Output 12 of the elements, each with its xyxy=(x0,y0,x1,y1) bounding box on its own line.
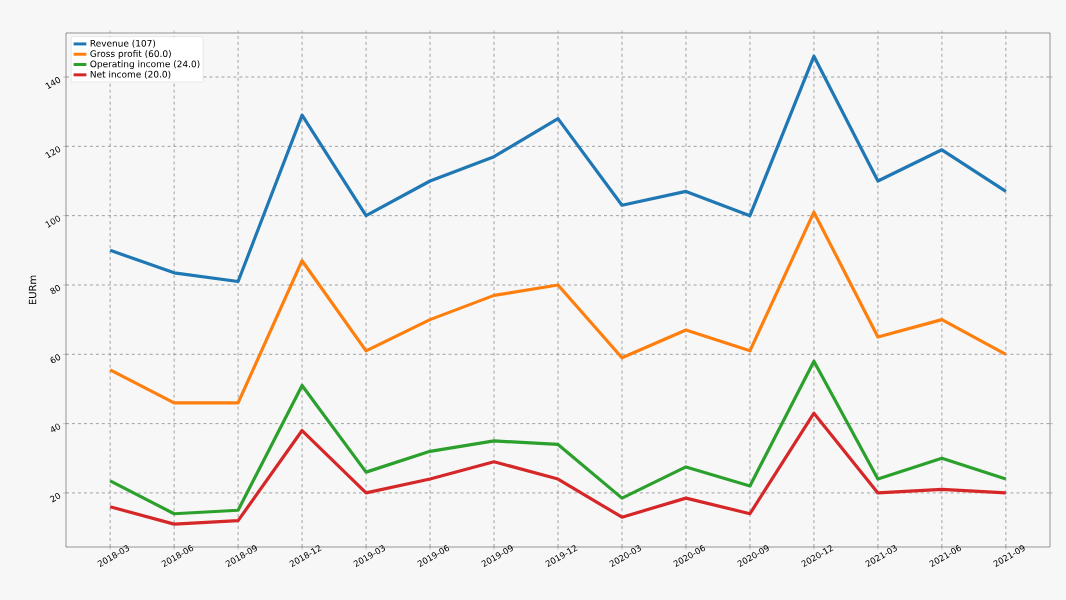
y-tick-label: 80 xyxy=(50,285,61,294)
y-tick-label: 60 xyxy=(50,354,61,364)
legend-label: Net income (20.0) xyxy=(90,70,171,79)
legend-label: Revenue (107) xyxy=(90,39,156,48)
y-tick-label: 100 xyxy=(45,215,61,228)
y-tick-label: 120 xyxy=(45,146,61,159)
y-tick-label: 40 xyxy=(51,423,61,432)
legend-label: Operating income (24.0) xyxy=(90,60,200,70)
y-tick-label: 140 xyxy=(45,77,61,90)
y-tick-label: 20 xyxy=(49,493,61,503)
legend-label: Gross profit (60.0) xyxy=(90,50,171,59)
y-axis-title: EURm xyxy=(28,275,37,305)
